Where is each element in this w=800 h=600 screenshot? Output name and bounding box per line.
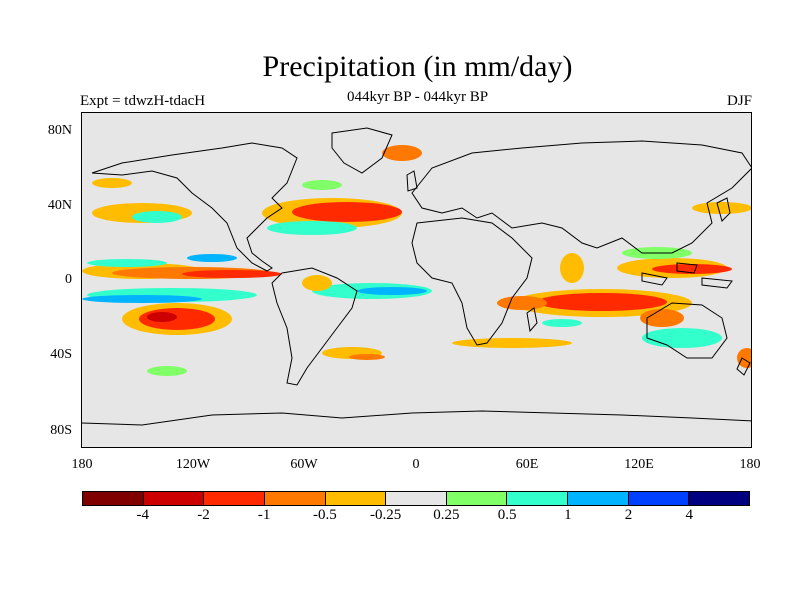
colorbar-label: 0.25	[433, 507, 460, 523]
colorbar-label: -2	[197, 507, 210, 523]
colorbar-segment	[83, 492, 144, 505]
colorbar-segment	[446, 492, 508, 505]
lat-label-40n: 40N	[47, 198, 72, 213]
colorbar-segment	[386, 492, 447, 505]
experiment-label: Expt = tdwzH-tdacH	[80, 93, 206, 109]
lon-label-120e: 120E	[624, 457, 654, 472]
colorbar-label: 0.5	[497, 507, 517, 523]
coastlines	[82, 127, 751, 426]
map-title: Precipitation (in mm/day)	[262, 50, 573, 83]
lon-label-180e: 180	[739, 457, 761, 472]
colorbar-label: 4	[685, 507, 694, 523]
colorbar-segment	[568, 492, 629, 505]
lon-label-60w: 60W	[290, 457, 318, 472]
anomaly-contours	[82, 145, 751, 376]
season-label: DJF	[726, 93, 752, 109]
period-label: 044kyr BP - 044kyr BP	[346, 89, 489, 105]
colorbar-label: 2	[624, 507, 633, 523]
colorbar-label: -0.25	[370, 507, 402, 523]
colorbar-segment	[507, 492, 569, 505]
colorbar-segment	[628, 492, 690, 505]
lat-label-80n: 80N	[47, 123, 72, 138]
colorbar-segment	[325, 492, 387, 505]
lon-label-0: 0	[412, 457, 420, 472]
colorbar-label: -0.5	[313, 507, 337, 523]
lat-label-80s: 80S	[50, 423, 72, 438]
colorbar-segment	[143, 492, 205, 505]
lat-label-40s: 40S	[50, 347, 72, 362]
colorbar-segment	[264, 492, 326, 505]
lon-label-180w: 180	[71, 457, 93, 472]
lat-label-0: 0	[65, 272, 72, 287]
colorbar-segment	[689, 492, 750, 505]
colorbar-label: 1	[564, 507, 572, 523]
lon-label-120w: 120W	[175, 457, 211, 472]
colorbar-segment	[204, 492, 265, 505]
colorbar-label: -4	[136, 507, 149, 523]
colorbar-label: -1	[257, 507, 271, 523]
colorbar	[82, 491, 750, 506]
map-canvas	[82, 127, 751, 426]
precipitation-map	[81, 112, 752, 448]
lon-label-60e: 60E	[515, 457, 539, 472]
